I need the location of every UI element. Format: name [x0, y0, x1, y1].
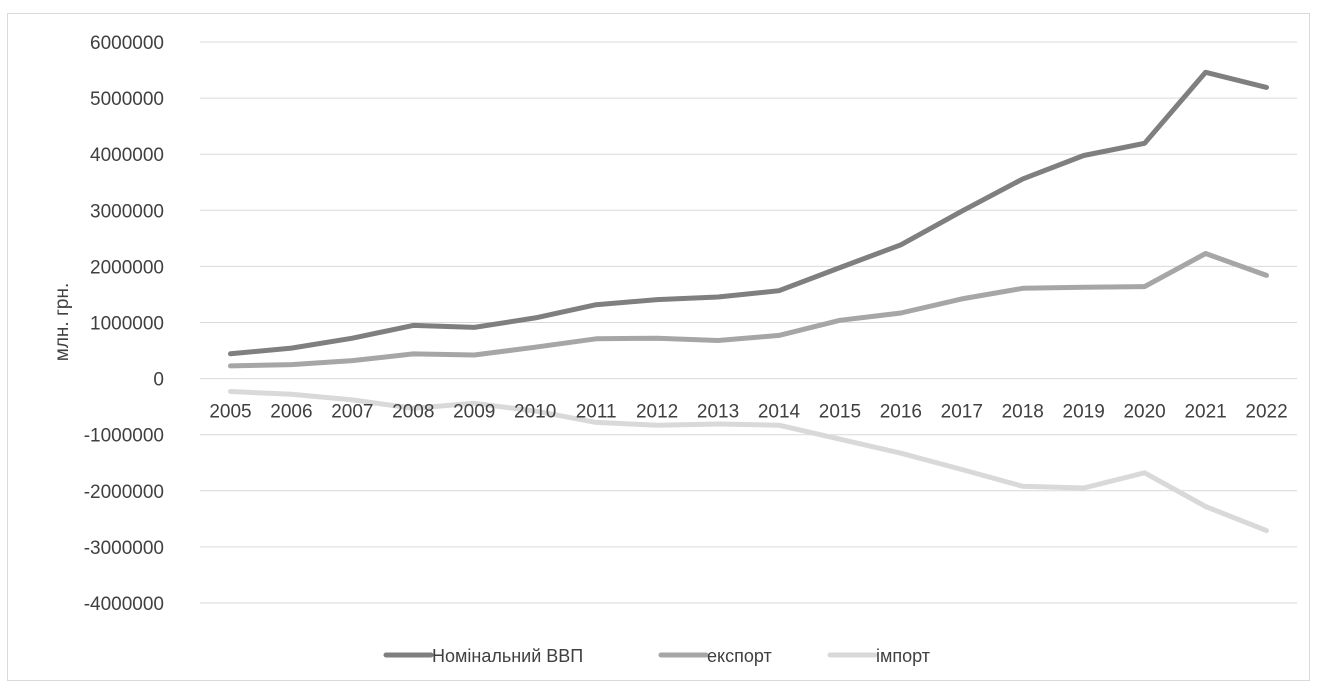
x-tick-label: 2009: [453, 402, 495, 423]
x-tick-label: 2020: [1123, 402, 1165, 423]
gridlines: [200, 41, 1297, 604]
x-tick-label: 2015: [819, 402, 861, 423]
x-tick-label: 2011: [576, 402, 617, 423]
y-tick-label: 3000000: [90, 201, 164, 222]
x-tick-label: 2013: [697, 402, 739, 423]
y-tick-label: -2000000: [84, 482, 164, 503]
x-tick-label: 2007: [331, 402, 373, 423]
y-tick-label: 6000000: [90, 33, 164, 54]
y-tick-label: 1000000: [90, 314, 164, 335]
x-tick-label: 2010: [514, 402, 556, 423]
chart-frame: [7, 13, 1310, 681]
x-tick-label: 2019: [1063, 402, 1105, 423]
legend-label-1: Номінальний ВВП: [432, 646, 583, 666]
x-tick-label: 2006: [270, 402, 312, 423]
legend-label-3: імпорт: [876, 646, 930, 666]
series-line-3: [228, 389, 1269, 534]
y-tick-label: 0: [153, 370, 164, 391]
y-tick-label: -3000000: [84, 538, 164, 559]
y-tick-label: 5000000: [90, 89, 164, 110]
series-line-2: [228, 251, 1269, 369]
x-axis-tick-labels: 2005 2006 2007 2008 2009 2010 2011 2012 2013 2014…: [209, 402, 1287, 423]
y-axis-tick-labels: 6000000 5000000 4000000 3000000 2000000 10000…: [84, 33, 164, 615]
x-tick-label: 2005: [209, 402, 251, 423]
y-axis-title: млн. грн.: [52, 283, 73, 361]
x-tick-label: 2022: [1245, 402, 1287, 423]
x-tick-label: 2017: [941, 402, 983, 423]
x-tick-label: 2021: [1184, 402, 1226, 423]
x-tick-label: 2012: [636, 402, 678, 423]
y-tick-label: -4000000: [84, 594, 164, 615]
x-tick-label: 2014: [758, 402, 801, 423]
legend: Номінальний ВВП експорт імпорт: [383, 646, 930, 666]
x-tick-label: 2018: [1002, 402, 1044, 423]
x-tick-label: 2008: [392, 402, 434, 423]
y-tick-label: 4000000: [90, 145, 164, 166]
x-tick-label: 2016: [880, 402, 922, 423]
series-lines: [228, 69, 1269, 534]
y-tick-label: 2000000: [90, 257, 164, 278]
y-tick-label: -1000000: [84, 426, 164, 447]
legend-label-2: експорт: [707, 646, 772, 666]
series-line-1: [228, 69, 1269, 357]
